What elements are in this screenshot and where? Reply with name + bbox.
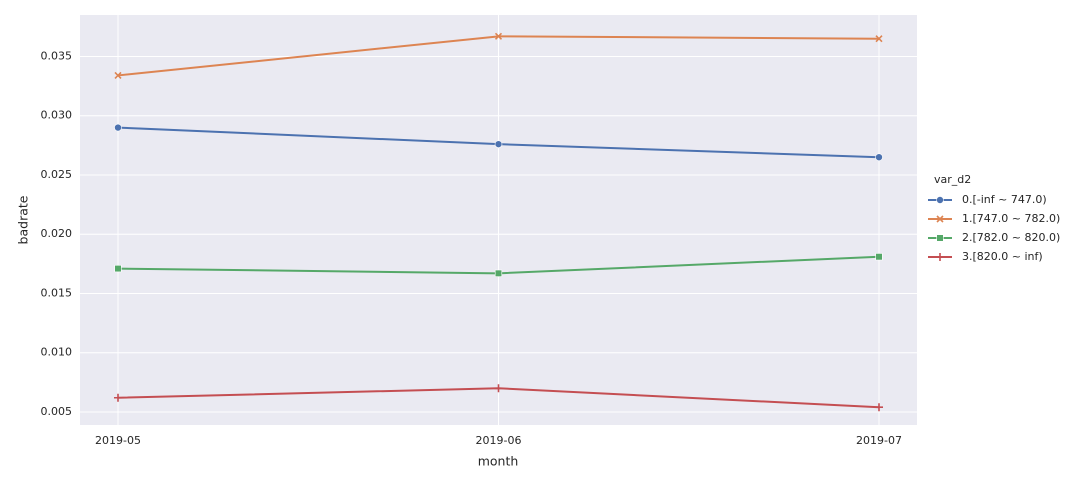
legend-label: 1.[747.0 ~ 782.0) [962, 212, 1060, 225]
marker [494, 384, 503, 393]
marker [114, 123, 122, 132]
x-tick-label: 2019-05 [95, 434, 141, 447]
marker [875, 153, 883, 161]
y-tick-label: 0.020 [41, 227, 73, 240]
y-tick-label: 0.025 [41, 168, 73, 181]
marker [114, 264, 122, 273]
x-axis-label: month [478, 454, 519, 469]
marker [875, 403, 883, 412]
y-tick-label: 0.005 [41, 405, 73, 418]
legend-label: 2.[782.0 ~ 820.0) [962, 231, 1060, 244]
marker [875, 35, 883, 43]
legend-title: var_d2 [934, 173, 971, 186]
y-tick-label: 0.035 [41, 49, 73, 62]
marker [114, 71, 122, 79]
marker [875, 253, 883, 261]
marker [936, 253, 944, 261]
marker [494, 140, 503, 148]
marker [936, 215, 944, 223]
y-tick-label: 0.030 [41, 109, 73, 122]
marker [494, 269, 503, 277]
legend-label: 0.[-inf ~ 747.0) [962, 193, 1047, 206]
y-axis-label: badrate [16, 195, 31, 244]
y-tick-label: 0.010 [41, 346, 73, 359]
y-tick-label: 0.015 [41, 286, 73, 299]
marker [494, 32, 503, 40]
marker [936, 196, 944, 204]
x-tick-label: 2019-06 [476, 434, 522, 447]
x-tick-label: 2019-07 [856, 434, 902, 447]
marker [114, 393, 122, 402]
legend-label: 3.[820.0 ~ inf) [962, 250, 1043, 263]
marker [936, 234, 944, 242]
